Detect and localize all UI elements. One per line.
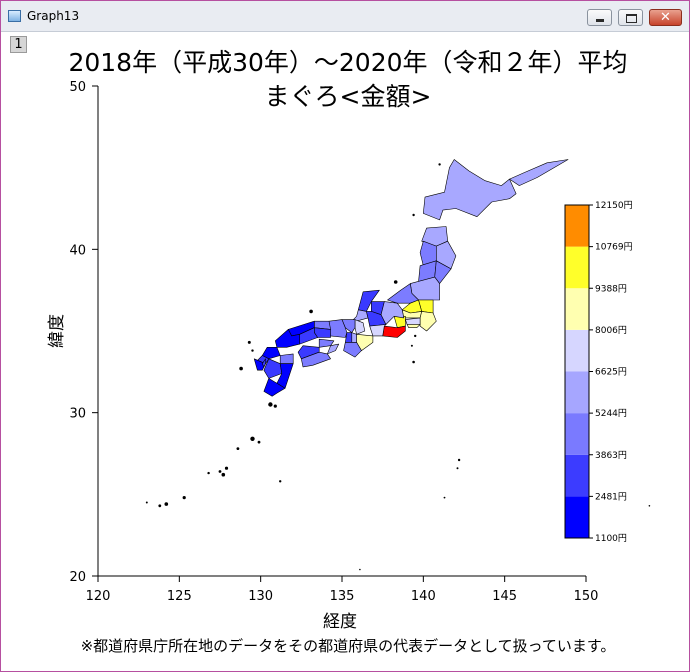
island-shape <box>207 471 210 475</box>
island-shape <box>457 458 461 462</box>
prefecture-shape <box>262 347 281 360</box>
prefecture-shape <box>423 159 517 221</box>
colorbar-label: 8006円 <box>595 325 627 336</box>
prefecture-shape <box>354 319 366 335</box>
island-shape <box>145 501 148 504</box>
chart-title-line2: まぐろ<金額> <box>265 82 432 111</box>
y-tick-label: 30 <box>69 407 86 422</box>
chart-title-line1: 2018年（平成30年）～2020年（令和２年）平均 <box>68 48 627 77</box>
chart-canvas: 2018年（平成30年）～2020年（令和２年）平均 まぐろ<金額> 120 12… <box>47 48 651 655</box>
island-shape <box>412 213 415 217</box>
island-shape <box>251 349 254 352</box>
colorbar-label: 10769円 <box>595 242 633 253</box>
island-shape <box>273 404 277 408</box>
x-tick-label: 135 <box>330 589 355 604</box>
island-shape <box>359 568 361 571</box>
island-shape <box>221 472 226 477</box>
island-shape <box>164 502 169 506</box>
colorbar-band <box>565 413 589 455</box>
prefecture-shape <box>358 289 380 312</box>
island-shape <box>257 440 261 444</box>
island-shape <box>247 340 251 344</box>
prefecture-shape <box>382 325 406 338</box>
island-shape <box>279 480 282 483</box>
minimize-icon <box>588 10 611 25</box>
colorbar-label: 5244円 <box>595 408 627 419</box>
footnote: ※都道府県庁所在地のデータをその都道府県の代表データとして扱っています。 <box>81 637 616 655</box>
japan-prefecture-map <box>145 159 651 571</box>
colorbar-band <box>565 454 589 497</box>
colorbar-band <box>565 205 589 247</box>
island-shape <box>218 470 222 473</box>
island-shape <box>438 163 441 166</box>
x-tick-label: 150 <box>574 589 599 604</box>
island-shape <box>410 344 413 347</box>
colorbar-band <box>565 496 589 538</box>
colorbar-band <box>565 371 589 414</box>
prefecture-shape <box>301 351 331 368</box>
prefecture-shape <box>327 343 339 355</box>
y-axis-ticks: 20 30 40 50 <box>69 80 98 585</box>
colorbar-label: 3863円 <box>595 450 627 461</box>
prefecture-shape <box>343 342 362 358</box>
prefecture-shape <box>509 159 569 186</box>
colorbar-label: 12150円 <box>595 200 633 211</box>
prefecture-shape <box>405 317 421 325</box>
x-tick-label: 145 <box>492 589 517 604</box>
layer-tab[interactable]: 1 <box>10 36 27 53</box>
island-shape <box>393 280 398 284</box>
prefecture-shape <box>387 283 419 304</box>
island-shape <box>239 366 243 371</box>
y-tick-label: 40 <box>69 243 86 258</box>
close-button[interactable]: ✕ <box>649 9 682 26</box>
colorbar-legend: 1100円 2481円 3863円 5244円 6625円 8006円 9388円 10769… <box>564 200 633 544</box>
title-bar[interactable]: Graph13 ✕ <box>1 1 689 32</box>
x-axis-label: 経度 <box>323 612 357 632</box>
island-shape <box>224 466 229 470</box>
island-shape <box>412 360 415 364</box>
prefecture-shape <box>263 378 286 397</box>
y-tick-label: 50 <box>69 80 86 95</box>
colorbar-band <box>565 246 589 289</box>
colorbar-band <box>565 329 589 372</box>
island-shape <box>414 334 417 338</box>
x-tick-label: 140 <box>411 589 436 604</box>
prefecture-shape <box>262 358 266 368</box>
prefecture-shape <box>369 324 387 337</box>
colorbar-label: 2481円 <box>595 491 627 502</box>
island-shape <box>182 496 186 500</box>
prefecture-shape <box>436 240 457 270</box>
close-icon: ✕ <box>660 10 671 25</box>
island-shape <box>456 467 459 470</box>
maximize-button[interactable] <box>618 9 643 26</box>
x-axis-ticks: 120 125 130 135 140 145 150 <box>86 576 599 604</box>
colorbar-label: 1100円 <box>595 533 627 544</box>
x-tick-label: 125 <box>167 589 192 604</box>
prefecture-shape <box>419 311 437 332</box>
prefecture-shape <box>279 353 294 364</box>
prefecture-shape <box>275 329 300 348</box>
prefecture-shape <box>253 358 266 371</box>
colorbar-label: 9388円 <box>595 283 627 294</box>
colorbar-band <box>565 288 589 330</box>
minimize-button[interactable] <box>587 9 612 26</box>
island-shape <box>250 436 255 441</box>
prefecture-shape <box>406 324 421 328</box>
island-shape <box>236 447 240 450</box>
x-tick-label: 120 <box>86 589 111 604</box>
maximize-icon <box>619 10 642 25</box>
island-shape <box>268 402 273 407</box>
island-shape <box>158 504 162 508</box>
y-tick-label: 20 <box>69 570 86 585</box>
island-shape <box>443 496 446 499</box>
window-title: Graph13 <box>27 9 80 23</box>
prefecture-shape <box>263 358 283 379</box>
colorbar-label: 6625円 <box>595 367 627 378</box>
x-tick-label: 130 <box>248 589 273 604</box>
prefecture-shape <box>351 332 357 343</box>
island-shape <box>309 309 313 314</box>
island-shape <box>648 505 651 507</box>
graph-window-icon <box>8 10 21 22</box>
y-axis-label: 緯度 <box>47 314 67 348</box>
